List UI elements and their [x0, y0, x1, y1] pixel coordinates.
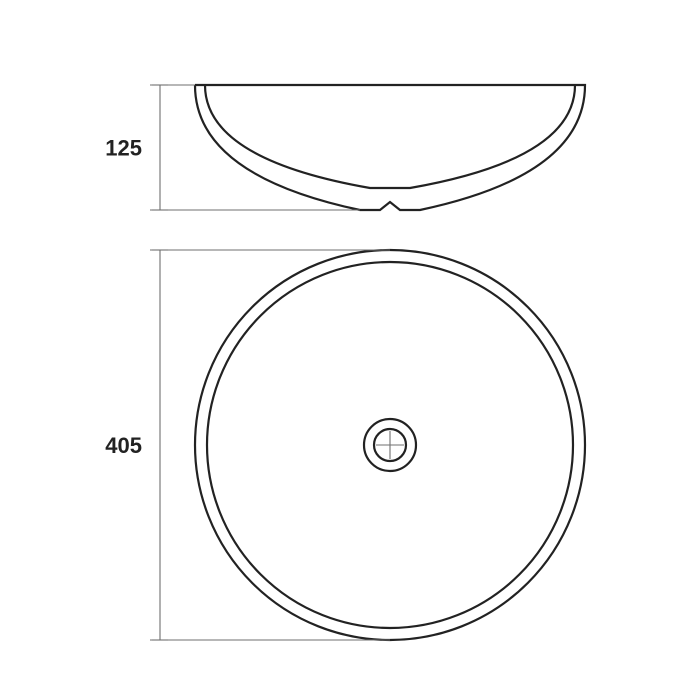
- dimension-diameter: [150, 250, 390, 640]
- dimension-height: [150, 85, 360, 210]
- centre-mark: [376, 431, 404, 459]
- dimension-label-height: 125: [105, 136, 142, 161]
- side-outer-profile: [195, 85, 585, 210]
- technical-drawing: 125 405: [0, 0, 700, 700]
- side-inner-profile: [205, 85, 575, 188]
- side-elevation: [195, 85, 585, 210]
- plan-view: [195, 250, 585, 640]
- dimension-label-diameter: 405: [105, 433, 142, 458]
